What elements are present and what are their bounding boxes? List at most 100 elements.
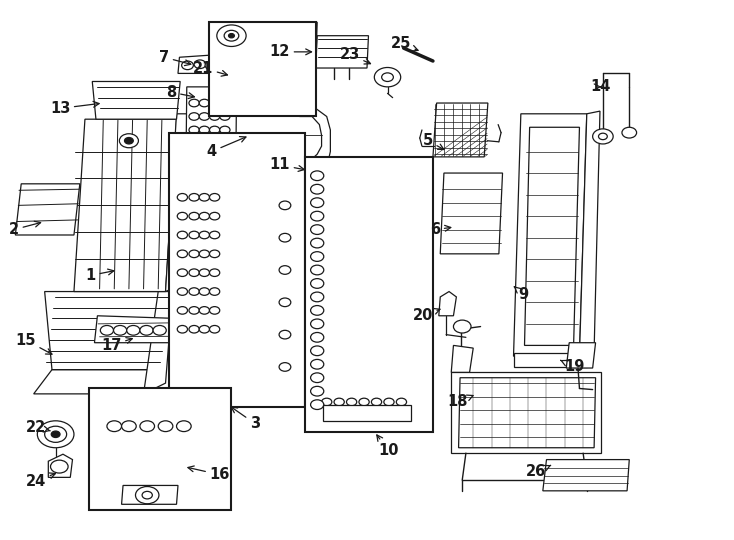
Circle shape <box>120 134 139 148</box>
Polygon shape <box>166 114 195 292</box>
Polygon shape <box>48 454 73 477</box>
Text: 2: 2 <box>9 221 40 237</box>
Text: 14: 14 <box>590 79 611 94</box>
Circle shape <box>310 292 324 302</box>
Circle shape <box>177 250 187 258</box>
Circle shape <box>153 326 167 335</box>
Text: 22: 22 <box>26 420 51 435</box>
Circle shape <box>176 421 191 431</box>
Circle shape <box>310 360 324 369</box>
Circle shape <box>194 60 206 69</box>
Circle shape <box>199 307 209 314</box>
Circle shape <box>189 113 199 120</box>
Circle shape <box>310 198 324 207</box>
Circle shape <box>217 25 246 46</box>
Circle shape <box>219 207 230 214</box>
Circle shape <box>114 326 127 335</box>
Text: 26: 26 <box>526 464 550 480</box>
Polygon shape <box>178 55 219 73</box>
Text: 1: 1 <box>86 268 114 283</box>
Circle shape <box>205 61 217 70</box>
Circle shape <box>334 398 344 406</box>
Circle shape <box>177 269 187 276</box>
Circle shape <box>199 250 209 258</box>
Circle shape <box>279 330 291 339</box>
Circle shape <box>310 184 324 194</box>
Circle shape <box>177 326 187 333</box>
Circle shape <box>199 140 209 147</box>
Polygon shape <box>175 141 277 395</box>
Circle shape <box>321 398 332 406</box>
Circle shape <box>209 212 219 220</box>
Circle shape <box>140 421 155 431</box>
Circle shape <box>279 201 291 210</box>
Circle shape <box>219 140 230 147</box>
Circle shape <box>310 238 324 248</box>
Circle shape <box>279 363 291 372</box>
Circle shape <box>310 225 324 234</box>
Circle shape <box>310 319 324 329</box>
Circle shape <box>209 231 219 239</box>
Circle shape <box>199 166 209 174</box>
Text: 21: 21 <box>193 60 228 76</box>
Circle shape <box>279 233 291 242</box>
Circle shape <box>209 180 219 187</box>
Bar <box>170 133 305 407</box>
Circle shape <box>219 180 230 187</box>
Circle shape <box>219 113 230 120</box>
Circle shape <box>310 252 324 261</box>
Polygon shape <box>211 22 308 109</box>
Circle shape <box>189 140 199 147</box>
Circle shape <box>310 306 324 315</box>
Circle shape <box>310 333 324 342</box>
Polygon shape <box>74 119 176 292</box>
Circle shape <box>45 426 67 442</box>
Circle shape <box>136 487 159 504</box>
Circle shape <box>209 140 219 147</box>
Circle shape <box>189 153 199 161</box>
Text: 4: 4 <box>207 137 246 159</box>
Circle shape <box>177 212 187 220</box>
Circle shape <box>37 421 74 448</box>
Polygon shape <box>95 316 178 343</box>
Circle shape <box>219 126 230 134</box>
Circle shape <box>189 193 199 201</box>
Circle shape <box>310 400 324 409</box>
Circle shape <box>189 288 199 295</box>
Circle shape <box>209 166 219 174</box>
Circle shape <box>199 126 209 134</box>
Polygon shape <box>514 354 586 367</box>
Polygon shape <box>15 184 80 235</box>
Text: 17: 17 <box>101 338 132 353</box>
Text: 23: 23 <box>339 47 371 64</box>
Text: 11: 11 <box>269 158 305 172</box>
Circle shape <box>209 207 219 214</box>
Circle shape <box>189 166 199 174</box>
Circle shape <box>209 326 219 333</box>
Circle shape <box>177 193 187 201</box>
Circle shape <box>279 266 291 274</box>
Circle shape <box>189 326 199 333</box>
Circle shape <box>219 166 230 174</box>
Circle shape <box>189 180 199 187</box>
Circle shape <box>209 307 219 314</box>
Polygon shape <box>45 292 166 370</box>
Circle shape <box>384 398 394 406</box>
Polygon shape <box>305 22 317 109</box>
Text: 20: 20 <box>413 308 440 323</box>
Circle shape <box>199 326 209 333</box>
Circle shape <box>310 265 324 275</box>
Circle shape <box>181 61 193 70</box>
Circle shape <box>199 231 209 239</box>
Polygon shape <box>321 177 413 406</box>
Text: 10: 10 <box>377 435 399 458</box>
Circle shape <box>209 126 219 134</box>
Circle shape <box>189 99 199 107</box>
Polygon shape <box>525 127 579 346</box>
Circle shape <box>189 231 199 239</box>
Circle shape <box>310 211 324 221</box>
Bar <box>305 157 433 431</box>
Polygon shape <box>272 184 297 395</box>
Circle shape <box>199 113 209 120</box>
Circle shape <box>209 250 219 258</box>
